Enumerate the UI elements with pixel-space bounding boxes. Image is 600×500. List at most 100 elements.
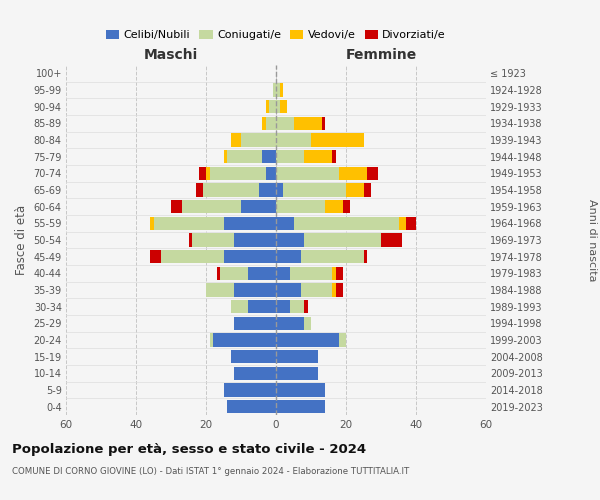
Bar: [209, 334, 213, 346]
Bar: [304, 300, 308, 314]
Bar: [230, 300, 248, 314]
Bar: [234, 284, 276, 296]
Bar: [301, 250, 364, 264]
Bar: [223, 216, 276, 230]
Bar: [220, 266, 248, 280]
Bar: [188, 234, 192, 246]
Text: Anni di nascita: Anni di nascita: [587, 198, 597, 281]
Bar: [364, 250, 367, 264]
Bar: [339, 166, 367, 180]
Bar: [304, 234, 381, 246]
Bar: [265, 116, 276, 130]
Bar: [290, 266, 332, 280]
Y-axis label: Fasce di età: Fasce di età: [15, 205, 28, 275]
Bar: [241, 134, 276, 146]
Bar: [335, 266, 343, 280]
Bar: [367, 166, 377, 180]
Bar: [196, 184, 203, 196]
Legend: Celibi/Nubili, Coniugati/e, Vedovi/e, Divorziati/e: Celibi/Nubili, Coniugati/e, Vedovi/e, Di…: [101, 25, 451, 44]
Bar: [335, 284, 343, 296]
Bar: [234, 316, 276, 330]
Bar: [223, 150, 227, 164]
Bar: [276, 350, 318, 364]
Bar: [276, 284, 301, 296]
Bar: [290, 300, 304, 314]
Bar: [223, 384, 276, 396]
Bar: [276, 400, 325, 413]
Bar: [398, 216, 406, 230]
Bar: [269, 100, 276, 114]
Text: Popolazione per età, sesso e stato civile - 2024: Popolazione per età, sesso e stato civil…: [12, 442, 366, 456]
Bar: [280, 100, 287, 114]
Bar: [150, 216, 154, 230]
Bar: [280, 84, 283, 96]
Bar: [227, 150, 262, 164]
Bar: [276, 366, 318, 380]
Bar: [182, 200, 241, 213]
Bar: [276, 216, 293, 230]
Text: Femmine: Femmine: [346, 48, 416, 62]
Bar: [223, 250, 276, 264]
Bar: [234, 234, 276, 246]
Bar: [276, 134, 311, 146]
Bar: [276, 116, 293, 130]
Bar: [276, 100, 280, 114]
Bar: [262, 116, 265, 130]
Bar: [276, 200, 325, 213]
Bar: [248, 300, 276, 314]
Bar: [276, 166, 339, 180]
Bar: [325, 200, 343, 213]
Bar: [154, 216, 223, 230]
Bar: [227, 400, 276, 413]
Bar: [276, 384, 325, 396]
Bar: [346, 184, 364, 196]
Bar: [206, 284, 234, 296]
Bar: [276, 150, 304, 164]
Bar: [283, 184, 346, 196]
Bar: [262, 150, 276, 164]
Bar: [276, 84, 280, 96]
Bar: [276, 316, 304, 330]
Bar: [265, 100, 269, 114]
Bar: [293, 116, 322, 130]
Bar: [206, 166, 209, 180]
Bar: [230, 350, 276, 364]
Bar: [406, 216, 416, 230]
Bar: [276, 234, 304, 246]
Bar: [248, 266, 276, 280]
Bar: [276, 334, 339, 346]
Bar: [171, 200, 182, 213]
Text: Maschi: Maschi: [144, 48, 198, 62]
Bar: [276, 300, 290, 314]
Bar: [265, 166, 276, 180]
Bar: [192, 234, 234, 246]
Bar: [276, 250, 301, 264]
Bar: [381, 234, 402, 246]
Bar: [332, 284, 335, 296]
Bar: [272, 84, 276, 96]
Bar: [343, 200, 349, 213]
Bar: [161, 250, 223, 264]
Bar: [276, 184, 283, 196]
Bar: [332, 266, 335, 280]
Bar: [213, 334, 276, 346]
Bar: [203, 184, 259, 196]
Bar: [150, 250, 161, 264]
Bar: [322, 116, 325, 130]
Bar: [199, 166, 206, 180]
Bar: [301, 284, 332, 296]
Bar: [304, 316, 311, 330]
Bar: [364, 184, 371, 196]
Bar: [339, 334, 346, 346]
Text: COMUNE DI CORNO GIOVINE (LO) - Dati ISTAT 1° gennaio 2024 - Elaborazione TUTTITA: COMUNE DI CORNO GIOVINE (LO) - Dati ISTA…: [12, 468, 409, 476]
Bar: [304, 150, 332, 164]
Bar: [259, 184, 276, 196]
Bar: [241, 200, 276, 213]
Bar: [311, 134, 364, 146]
Bar: [209, 166, 265, 180]
Bar: [217, 266, 220, 280]
Bar: [230, 134, 241, 146]
Bar: [234, 366, 276, 380]
Bar: [332, 150, 335, 164]
Bar: [276, 266, 290, 280]
